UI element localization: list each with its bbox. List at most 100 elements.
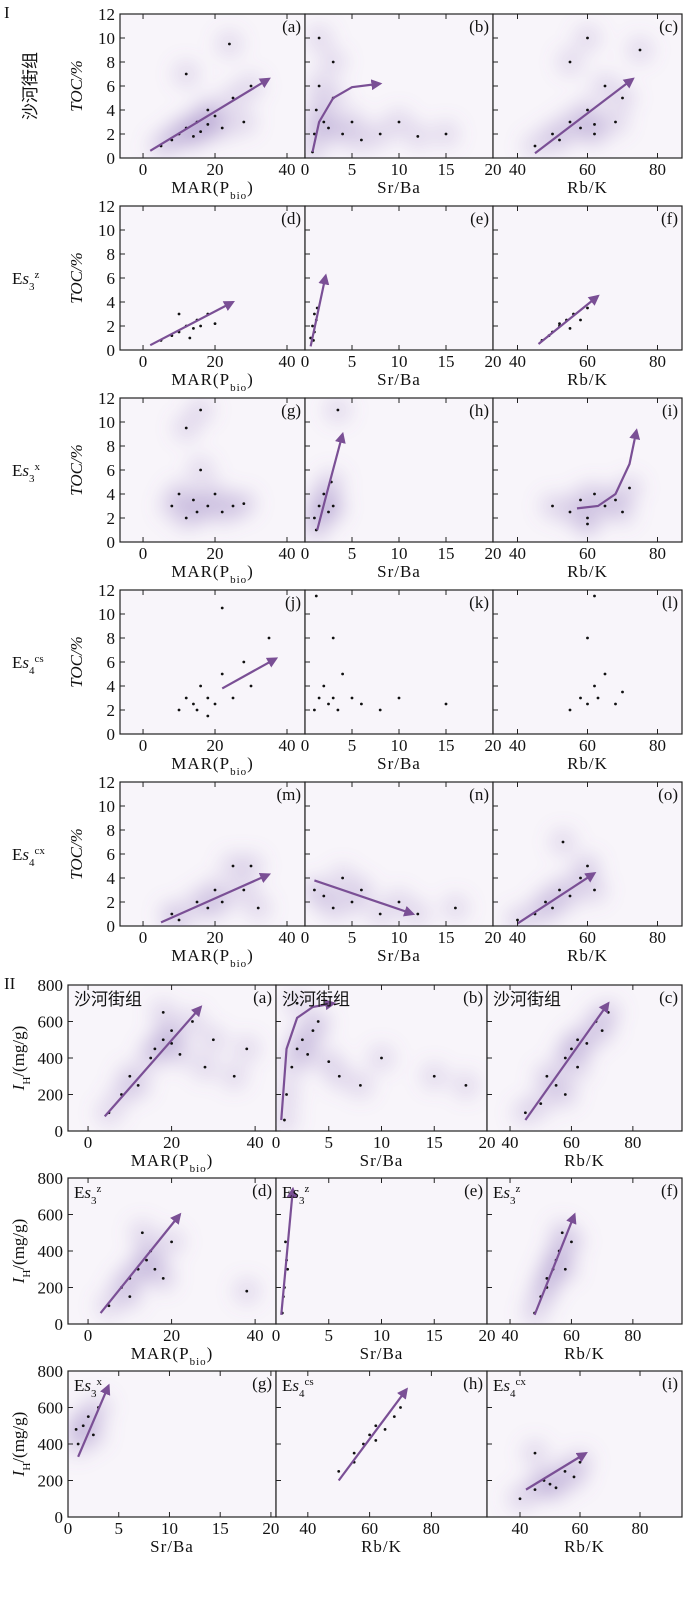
y-tick-label: 200 <box>38 1472 64 1491</box>
point <box>368 1433 372 1437</box>
point <box>586 636 589 640</box>
point <box>206 906 210 910</box>
x-tick-label: 60 <box>572 1519 589 1538</box>
point <box>621 510 624 514</box>
y-axis-label: TOC/% <box>67 636 86 688</box>
trend-arrow <box>280 999 337 1121</box>
panel-tag: (g) <box>281 401 301 420</box>
point <box>444 132 448 136</box>
point <box>628 486 631 490</box>
trend-arrow <box>537 294 600 345</box>
plot-area <box>157 398 258 532</box>
x-tick-label: 80 <box>649 928 666 947</box>
point <box>568 327 572 330</box>
y-tick-label: 6 <box>107 845 116 864</box>
x-tick-label: 0 <box>139 736 148 755</box>
x-tick-label: 0 <box>84 1133 93 1152</box>
trend-arrow <box>316 431 346 531</box>
x-axis-label-part: MAR(P <box>171 946 230 965</box>
trend-arrow <box>280 1186 298 1315</box>
plot-area <box>337 1387 408 1482</box>
point <box>568 708 572 712</box>
point <box>600 1029 604 1033</box>
point <box>311 1029 315 1033</box>
panel-note-part: 3 <box>510 1195 516 1207</box>
x-tick-label: 10 <box>391 544 408 563</box>
point <box>533 144 537 148</box>
panel-note: Es3z <box>493 1183 521 1207</box>
x-axis-label-part: bio <box>230 190 247 202</box>
point <box>416 135 420 138</box>
point <box>267 636 271 640</box>
point <box>213 888 217 892</box>
point <box>317 504 321 508</box>
x-axis-label: Rb/K <box>567 754 608 773</box>
point <box>316 1020 320 1023</box>
panel-note-part: E <box>282 1376 292 1395</box>
x-axis-label: Sr/Ba <box>377 946 421 965</box>
row-label-part: E <box>12 653 22 672</box>
x-tick-label: 0 <box>272 1133 281 1152</box>
panel-tag: (f) <box>661 1181 678 1200</box>
point <box>568 894 572 898</box>
point <box>211 1038 215 1042</box>
y-tick-label: 10 <box>98 413 115 432</box>
point <box>606 1010 610 1014</box>
x-tick-label: 20 <box>485 352 502 371</box>
x-tick-label: 40 <box>279 160 296 179</box>
point <box>570 1240 573 1244</box>
point <box>560 1231 564 1235</box>
x-tick-label: 40 <box>247 1326 264 1345</box>
point <box>360 888 363 892</box>
x-tick-label: 15 <box>438 928 455 947</box>
row-label-part: 4 <box>29 665 35 677</box>
y-tick-label: 400 <box>38 1049 64 1068</box>
point <box>585 1042 589 1045</box>
panel-note-part: x <box>97 1376 103 1388</box>
x-tick-label: 5 <box>348 544 357 563</box>
panel-note-part: cs <box>305 1376 314 1388</box>
point <box>327 1060 331 1064</box>
panel-note-part: E <box>74 1183 84 1202</box>
y-axis-label: IH/(mg/g) <box>9 1026 33 1092</box>
point <box>331 504 335 508</box>
plot-area <box>177 606 279 718</box>
y-tick-label: 0 <box>107 149 116 168</box>
x-axis-label: Sr/Ba <box>360 1344 404 1363</box>
x-tick-label: 20 <box>207 928 224 947</box>
point <box>140 1231 144 1235</box>
point <box>544 900 547 904</box>
trend-arrow <box>525 1451 588 1491</box>
y-tick-label: 600 <box>38 1013 64 1032</box>
point <box>195 708 199 712</box>
y-tick-label: 4 <box>107 293 116 312</box>
x-tick-label: 80 <box>624 1326 641 1345</box>
point <box>231 504 235 508</box>
point <box>554 1486 558 1490</box>
x-tick-label: 0 <box>272 1326 281 1345</box>
plot-area <box>313 594 448 712</box>
point <box>91 1433 95 1437</box>
panel-note: 沙河街组 <box>74 990 142 1009</box>
point <box>545 1276 549 1280</box>
panel-note-part: E <box>493 1183 503 1202</box>
panel-note: 沙河街组 <box>493 990 561 1009</box>
y-tick-label: 0 <box>55 1122 64 1141</box>
plot-area <box>276 989 480 1131</box>
y-tick-label: 6 <box>107 461 116 480</box>
panel-tag: (f) <box>661 209 678 228</box>
point <box>586 864 589 868</box>
point <box>539 1102 543 1106</box>
x-axis-label: Rb/K <box>564 1151 605 1170</box>
point <box>397 696 401 700</box>
point <box>213 322 217 325</box>
panel-note: Es3z <box>282 1183 310 1207</box>
y-tick-label: 4 <box>107 101 116 120</box>
panel-tag: (a) <box>282 17 301 36</box>
x-tick-label: 15 <box>438 544 455 563</box>
y-tick-label: 2 <box>107 509 116 528</box>
x-axis-label-part: ) <box>247 178 254 197</box>
point <box>397 900 401 904</box>
x-axis-label: Rb/K <box>567 946 608 965</box>
point <box>170 504 174 508</box>
